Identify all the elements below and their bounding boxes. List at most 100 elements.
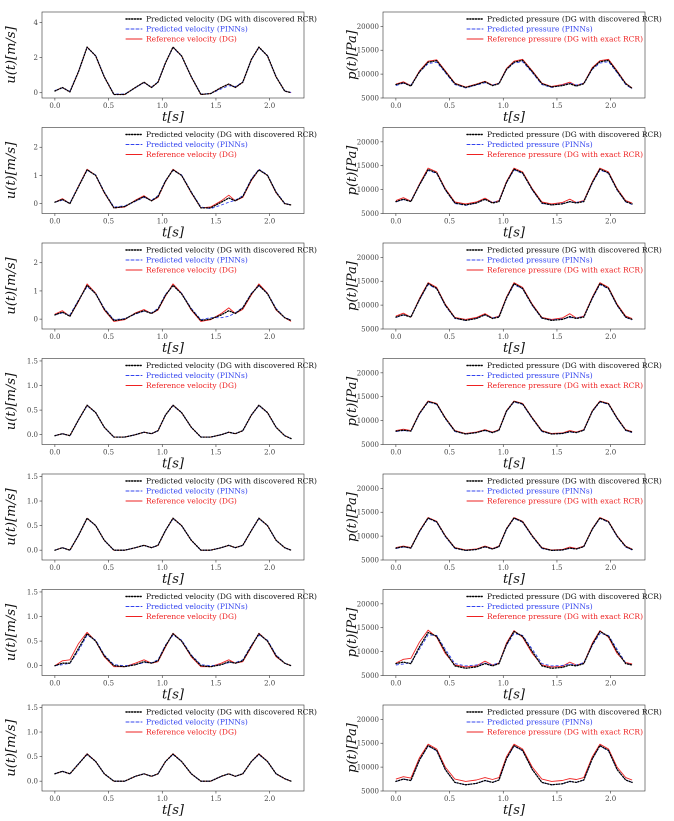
series-line-dg-discovered (395, 517, 633, 552)
x-tick-label: 0.5 (444, 449, 455, 457)
panel-pressure-4: 5000 10000 15000 20000 0.0 0.5 1.0 1.5 2.0 p(t)[P… (345, 473, 662, 587)
series-line-pinns (54, 634, 292, 667)
y-tick-label: 15000 (357, 624, 379, 632)
x-tick-label: 0.5 (103, 795, 114, 803)
y-tick-label: 10000 (357, 71, 379, 79)
legend-label: Reference velocity (DG) (146, 381, 237, 390)
series-line-dg-discovered (395, 400, 633, 435)
y-tick-label: 0.0 (27, 547, 38, 555)
legend-label: Predicted pressure (PINNs) (487, 371, 593, 380)
legend-label: Predicted velocity (DG with discovered R… (146, 246, 317, 255)
x-tick-label: 2.0 (264, 564, 275, 572)
x-tick-label: 1.0 (498, 564, 509, 572)
legend: Predicted velocity (DG with discovered R… (125, 708, 317, 737)
plot-frame (41, 704, 305, 792)
legend-label: Reference pressure (DG with exact RCR) (487, 150, 643, 159)
legend: Predicted velocity (DG with discovered R… (125, 361, 317, 390)
x-axis-label: t[s] (162, 803, 185, 817)
panel-pressure-2: 5000 10000 15000 20000 0.0 0.5 1.0 1.5 2.0 p(t)[P… (345, 242, 662, 356)
x-tick-label: 0.5 (444, 795, 455, 803)
series-line-dg-discovered (395, 630, 633, 669)
y-axis-label: p(t)[Pa] (345, 260, 360, 311)
y-axis-label: u(t)[m/s] (4, 25, 19, 83)
x-tick-label: 0.0 (390, 102, 401, 110)
legend-label: Predicted velocity (PINNs) (146, 718, 248, 727)
y-tick-label: 0 (34, 316, 38, 324)
x-axis-label: t[s] (503, 572, 526, 587)
legend-label: Predicted pressure (DG with discovered R… (487, 361, 662, 370)
panel-velocity-2: 0 1 2 0.0 0.5 1.0 1.5 2.0 u(t)[m/s] t[s] Predicted… (4, 242, 317, 356)
legend-label: Reference pressure (DG with exact RCR) (487, 612, 643, 621)
x-tick-label: 1.0 (498, 795, 509, 803)
x-tick-label: 0.5 (103, 564, 114, 572)
legend-label: Predicted pressure (DG with discovered R… (487, 130, 662, 139)
y-tick-label: 10000 (357, 764, 379, 772)
series-line-dg-discovered (54, 517, 292, 551)
series-line-dg-discovered (54, 404, 292, 440)
x-tick-label: 2.0 (264, 795, 275, 803)
x-tick-label: 1.0 (157, 218, 168, 226)
series-line-pinns (395, 61, 633, 90)
series-line-dg-discovered (54, 633, 292, 668)
y-tick-label: 5000 (361, 672, 379, 680)
x-tick-label: 1.5 (210, 102, 221, 110)
y-axis-label: p(t)[Pa] (345, 491, 360, 542)
y-tick-label: 4 (34, 19, 39, 27)
legend-label: Predicted pressure (PINNs) (487, 718, 593, 727)
x-tick-label: 2.0 (264, 102, 275, 110)
y-axis-label: p(t)[Pa] (345, 607, 360, 658)
legend: Predicted pressure (DG with discovered R… (466, 361, 662, 390)
y-tick-label: 15000 (357, 740, 379, 748)
y-axis-label: p(t)[Pa] (345, 376, 360, 427)
x-tick-label: 0.0 (49, 449, 60, 457)
x-tick-label: 0.0 (390, 564, 401, 572)
x-tick-label: 1.0 (157, 449, 168, 457)
x-tick-label: 0.0 (49, 218, 60, 226)
y-axis-label: u(t)[m/s] (4, 718, 19, 776)
legend: Predicted velocity (DG with discovered R… (125, 130, 317, 159)
x-axis-label: t[s] (162, 688, 185, 703)
series-line-pinns (395, 633, 633, 667)
x-tick-label: 0.0 (390, 795, 401, 803)
panel-pressure-1: 5000 10000 15000 20000 0.0 0.5 1.0 1.5 2.0 p(t)[P… (345, 127, 662, 241)
x-tick-label: 1.5 (551, 102, 562, 110)
y-tick-label: 0 (34, 89, 38, 97)
x-tick-label: 2.0 (605, 795, 616, 803)
y-tick-label: 20000 (357, 23, 379, 31)
x-axis-label: t[s] (503, 341, 526, 356)
y-tick-label: 0.0 (27, 431, 38, 439)
y-axis-label: u(t)[m/s] (4, 487, 19, 545)
x-tick-label: 1.5 (210, 564, 221, 572)
legend-label: Predicted pressure (PINNs) (487, 487, 593, 496)
y-tick-label: 20000 (357, 485, 379, 493)
x-tick-label: 2.0 (605, 564, 616, 572)
y-tick-label: 1 (34, 172, 38, 180)
y-tick-label: 1.5 (27, 357, 38, 365)
series-line-reference (395, 743, 633, 782)
x-tick-label: 2.0 (264, 680, 275, 688)
x-tick-label: 1.0 (498, 680, 509, 688)
legend-label: Predicted velocity (DG with discovered R… (146, 130, 317, 139)
legend-label: Reference velocity (DG) (146, 150, 237, 159)
y-tick-label: 1.5 (27, 704, 38, 712)
x-tick-label: 0.0 (49, 564, 60, 572)
plot-frame (41, 358, 305, 445)
y-axis-label: u(t)[m/s] (4, 141, 19, 199)
series-line-reference (395, 58, 633, 89)
legend-label: Predicted pressure (DG with discovered R… (487, 592, 662, 601)
panel-velocity-3: 0.0 0.5 1.0 1.5 0.0 0.5 1.0 1.5 2.0 u(t)[m/s] t[s]… (4, 357, 317, 471)
x-tick-label: 0.0 (49, 333, 60, 341)
legend: Predicted pressure (DG with discovered R… (466, 708, 662, 737)
y-tick-label: 20000 (357, 716, 379, 724)
y-tick-label: 10000 (357, 533, 379, 541)
legend-label: Predicted velocity (PINNs) (146, 25, 248, 34)
x-tick-label: 1.5 (210, 680, 221, 688)
x-tick-label: 0.5 (103, 449, 114, 457)
plot-frame (41, 473, 305, 561)
x-axis-label: t[s] (503, 688, 526, 703)
x-tick-label: 1.0 (157, 333, 168, 341)
x-tick-label: 0.0 (49, 102, 60, 110)
y-tick-label: 1 (34, 287, 38, 295)
x-tick-label: 0.0 (390, 218, 401, 226)
